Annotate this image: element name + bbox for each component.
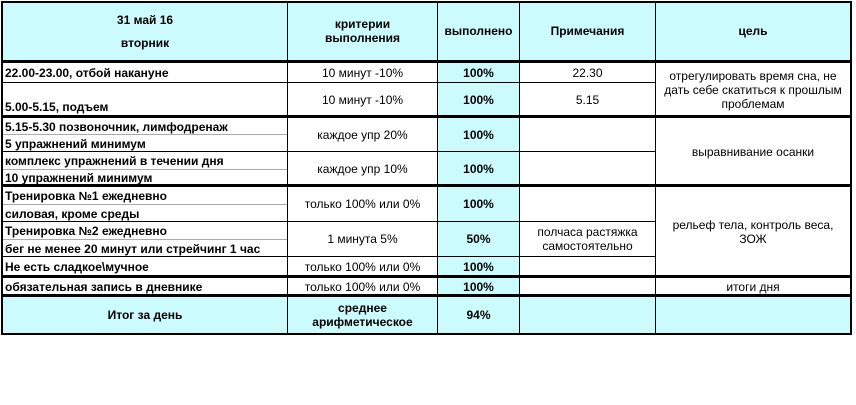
done-cell[interactable]: 100% (437, 115, 520, 152)
header-weekday: вторник (120, 35, 170, 50)
goal-posture[interactable]: выравнивание осанки (655, 115, 851, 186)
header-divider (2, 60, 852, 63)
note-cell[interactable]: 5.15 (519, 82, 656, 117)
note-cell[interactable] (519, 256, 656, 277)
total-note-cell[interactable] (519, 294, 656, 334)
criteria-cell[interactable]: каждое упр 20% (287, 115, 438, 152)
note-cell[interactable] (519, 151, 656, 186)
goal-body[interactable]: рельеф тела, контроль веса, ЗОЖ (655, 184, 851, 277)
goal-diary[interactable]: итоги дня (655, 275, 851, 296)
task-line: 5.15-5.30 позвоночник, лимфодренаж (2, 119, 288, 135)
header-goal: цель (655, 1, 851, 61)
task-line: комплекс упражнений в течении дня (2, 153, 288, 170)
criteria-cell[interactable]: каждое упр 10% (287, 151, 438, 186)
criteria-cell[interactable]: 10 минут -10% (287, 60, 438, 83)
note-cell[interactable] (519, 184, 656, 222)
note-cell[interactable]: полчаса растяжка самостоятельно (519, 221, 656, 257)
task-line: Тренировка №1 ежедневно (2, 188, 288, 205)
criteria-cell[interactable]: только 100% или 0% (287, 275, 438, 296)
task-line: силовая, кроме среды (5, 206, 140, 221)
done-cell[interactable]: 100% (437, 151, 520, 186)
done-cell[interactable]: 100% (437, 275, 520, 296)
task-cell[interactable]: 5.00-5.15, подъем (1, 82, 289, 117)
note-cell[interactable]: 22.30 (519, 60, 656, 83)
total-criteria: среднее арифметическое (287, 294, 438, 334)
total-label: Итог за день (1, 294, 289, 334)
task-line: Тренировка №2 ежедневно (2, 223, 288, 240)
criteria-cell[interactable]: только 100% или 0% (287, 184, 438, 222)
task-cell-group[interactable] (1, 151, 289, 186)
done-cell[interactable]: 100% (437, 256, 520, 277)
done-cell[interactable]: 100% (437, 184, 520, 222)
task-line: 10 упражнений минимум (5, 171, 153, 185)
header-notes: Примечания (519, 1, 656, 61)
criteria-cell[interactable]: 10 минут -10% (287, 82, 438, 117)
task-cell[interactable]: обязательная запись в дневнике (1, 275, 289, 296)
header-date: 31 май 16 (116, 12, 174, 27)
goal-sleep[interactable]: отрегулировать время сна, не дать себе с… (655, 60, 851, 117)
task-cell[interactable]: 22.00-23.00, отбой накануне (1, 60, 289, 83)
note-cell[interactable] (519, 115, 656, 152)
header-criteria: критерии выполнения (287, 1, 438, 61)
note-cell[interactable] (519, 275, 656, 296)
done-cell[interactable]: 50% (437, 221, 520, 257)
header-done: выполнено (437, 1, 520, 61)
task-cell[interactable]: Не есть сладкое\мучное (1, 256, 289, 277)
total-goal-cell[interactable] (655, 294, 851, 334)
task-line: бег не менее 20 минут или стрейчинг 1 ча… (5, 241, 261, 256)
done-cell[interactable]: 100% (437, 60, 520, 83)
done-cell[interactable]: 100% (437, 82, 520, 117)
task-line: 5 упражнений минимум (5, 136, 146, 151)
task-cell-group[interactable] (1, 115, 289, 152)
total-done[interactable]: 94% (437, 294, 520, 334)
criteria-cell[interactable]: 1 минута 5% (287, 221, 438, 257)
header-date-cell: 31 май 16 вторник (1, 1, 289, 61)
criteria-cell[interactable]: только 100% или 0% (287, 256, 438, 277)
